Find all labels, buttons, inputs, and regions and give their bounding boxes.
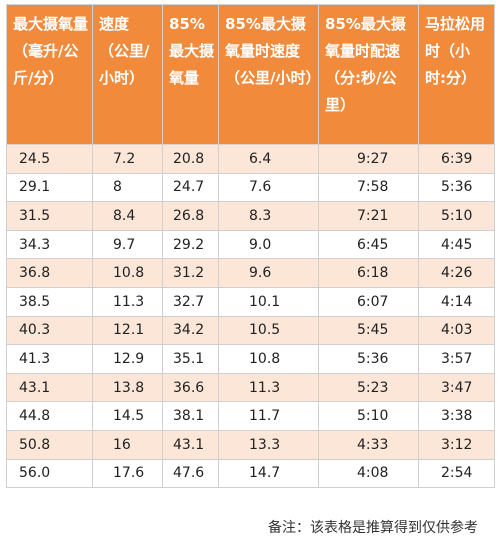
- cell-85-vo2max: 36.6: [162, 372, 219, 403]
- cell-vo2max: 24.5: [6, 144, 93, 174]
- cell-85-speed: 8.3: [218, 201, 319, 231]
- cell-85-speed: 13.3: [218, 429, 319, 460]
- marathon-vo2max-table-container: 最大摄氧量（毫升/公斤/分） 速度（公里/小时） 85%最大摄氧量 85%最大摄…: [6, 4, 495, 489]
- cell-85-speed: 10.1: [218, 286, 319, 317]
- cell-85-vo2max: 47.6: [162, 458, 219, 489]
- cell-85-pace: 5:23: [318, 372, 419, 403]
- cell-85-speed: 10.8: [218, 344, 319, 374]
- cell-vo2max: 56.0: [6, 458, 93, 489]
- cell-85-vo2max: 26.8: [162, 201, 219, 231]
- table-row: 43.1 13.8 36.6 11.3 5:23 3:47: [6, 372, 495, 403]
- table-row: 31.5 8.4 26.8 8.3 7:21 5:10: [6, 201, 495, 231]
- cell-85-vo2max: 43.1: [162, 429, 219, 460]
- cell-marathon-time: 2:54: [418, 458, 495, 489]
- cell-vo2max: 44.8: [6, 401, 93, 431]
- cell-marathon-time: 4:03: [418, 315, 495, 346]
- header-vo2max: 最大摄氧量（毫升/公斤/分）: [6, 4, 93, 145]
- cell-85-vo2max: 24.7: [162, 172, 219, 203]
- cell-85-vo2max: 31.2: [162, 258, 219, 288]
- table-row: 56.0 17.6 47.6 14.7 4:08 2:54: [6, 458, 495, 489]
- cell-speed: 12.1: [92, 315, 163, 346]
- cell-85-speed: 9.6: [218, 258, 319, 288]
- cell-speed: 7.2: [92, 144, 163, 174]
- cell-85-pace: 7:58: [318, 172, 419, 203]
- cell-vo2max: 29.1: [6, 172, 93, 203]
- cell-marathon-time: 3:47: [418, 372, 495, 403]
- cell-vo2max: 38.5: [6, 286, 93, 317]
- cell-vo2max: 50.8: [6, 429, 93, 460]
- cell-85-pace: 6:45: [318, 229, 419, 260]
- vo2max-pace-table: 最大摄氧量（毫升/公斤/分） 速度（公里/小时） 85%最大摄氧量 85%最大摄…: [6, 4, 495, 489]
- cell-85-speed: 11.7: [218, 401, 319, 431]
- table-body: 24.5 7.2 20.8 6.4 9:27 6:39 29.1 8 24.7 7.6 7:58 5:…: [6, 144, 495, 489]
- cell-marathon-time: 3:57: [418, 344, 495, 374]
- cell-marathon-time: 4:45: [418, 229, 495, 260]
- cell-85-pace: 9:27: [318, 144, 419, 174]
- cell-85-speed: 14.7: [218, 458, 319, 489]
- footnote: 备注：该表格是推算得到仅供参考: [268, 520, 478, 536]
- cell-85-vo2max: 32.7: [162, 286, 219, 317]
- cell-85-vo2max: 29.2: [162, 229, 219, 260]
- cell-85-pace: 6:18: [318, 258, 419, 288]
- table-row: 41.3 12.9 35.1 10.8 5:36 3:57: [6, 344, 495, 374]
- cell-85-speed: 11.3: [218, 372, 319, 403]
- cell-85-speed: 9.0: [218, 229, 319, 260]
- table-header-row: 最大摄氧量（毫升/公斤/分） 速度（公里/小时） 85%最大摄氧量 85%最大摄…: [6, 4, 495, 145]
- cell-marathon-time: 3:38: [418, 401, 495, 431]
- cell-vo2max: 40.3: [6, 315, 93, 346]
- header-85-speed: 85%最大摄氧量时速度（公里/小时）: [218, 4, 320, 145]
- cell-marathon-time: 4:14: [418, 286, 495, 317]
- cell-85-pace: 5:45: [318, 315, 419, 346]
- header-85-pace: 85%最大摄氧量时配速（分:秒/公里）: [318, 4, 419, 145]
- cell-85-pace: 4:08: [318, 458, 419, 489]
- cell-85-vo2max: 38.1: [162, 401, 219, 431]
- header-marathon-time: 马拉松用时（小时:分）: [418, 4, 495, 145]
- table-row: 50.8 16 43.1 13.3 4:33 3:12: [6, 429, 495, 460]
- cell-vo2max: 31.5: [6, 201, 93, 231]
- cell-speed: 9.7: [92, 229, 163, 260]
- cell-speed: 8.4: [92, 201, 163, 231]
- table-row: 44.8 14.5 38.1 11.7 5:10 3:38: [6, 401, 495, 431]
- cell-marathon-time: 3:12: [418, 429, 495, 460]
- cell-85-pace: 5:36: [318, 344, 419, 374]
- header-speed: 速度（公里/小时）: [92, 4, 163, 145]
- header-85-vo2max: 85%最大摄氧量: [162, 4, 219, 145]
- cell-vo2max: 34.3: [6, 229, 93, 260]
- cell-speed: 12.9: [92, 344, 163, 374]
- cell-vo2max: 36.8: [6, 258, 93, 288]
- cell-vo2max: 41.3: [6, 344, 93, 374]
- cell-85-speed: 10.5: [218, 315, 319, 346]
- cell-speed: 8: [92, 172, 163, 203]
- cell-speed: 16: [92, 429, 163, 460]
- cell-85-pace: 6:07: [318, 286, 419, 317]
- cell-85-speed: 6.4: [218, 144, 319, 174]
- cell-85-speed: 7.6: [218, 172, 319, 203]
- table-row: 29.1 8 24.7 7.6 7:58 5:36: [6, 172, 495, 203]
- table-row: 38.5 11.3 32.7 10.1 6:07 4:14: [6, 286, 495, 317]
- cell-85-vo2max: 35.1: [162, 344, 219, 374]
- cell-speed: 13.8: [92, 372, 163, 403]
- table-row: 40.3 12.1 34.2 10.5 5:45 4:03: [6, 315, 495, 346]
- cell-speed: 11.3: [92, 286, 163, 317]
- cell-marathon-time: 6:39: [418, 144, 495, 174]
- cell-marathon-time: 5:10: [418, 201, 495, 231]
- table-row: 24.5 7.2 20.8 6.4 9:27 6:39: [6, 144, 495, 174]
- cell-85-pace: 5:10: [318, 401, 419, 431]
- cell-85-pace: 4:33: [318, 429, 419, 460]
- table-row: 34.3 9.7 29.2 9.0 6:45 4:45: [6, 229, 495, 260]
- cell-marathon-time: 4:26: [418, 258, 495, 288]
- cell-85-pace: 7:21: [318, 201, 419, 231]
- table-row: 36.8 10.8 31.2 9.6 6:18 4:26: [6, 258, 495, 288]
- cell-marathon-time: 5:36: [418, 172, 495, 203]
- cell-speed: 14.5: [92, 401, 163, 431]
- cell-85-vo2max: 34.2: [162, 315, 219, 346]
- cell-85-vo2max: 20.8: [162, 144, 219, 174]
- cell-speed: 10.8: [92, 258, 163, 288]
- cell-vo2max: 43.1: [6, 372, 93, 403]
- cell-speed: 17.6: [92, 458, 163, 489]
